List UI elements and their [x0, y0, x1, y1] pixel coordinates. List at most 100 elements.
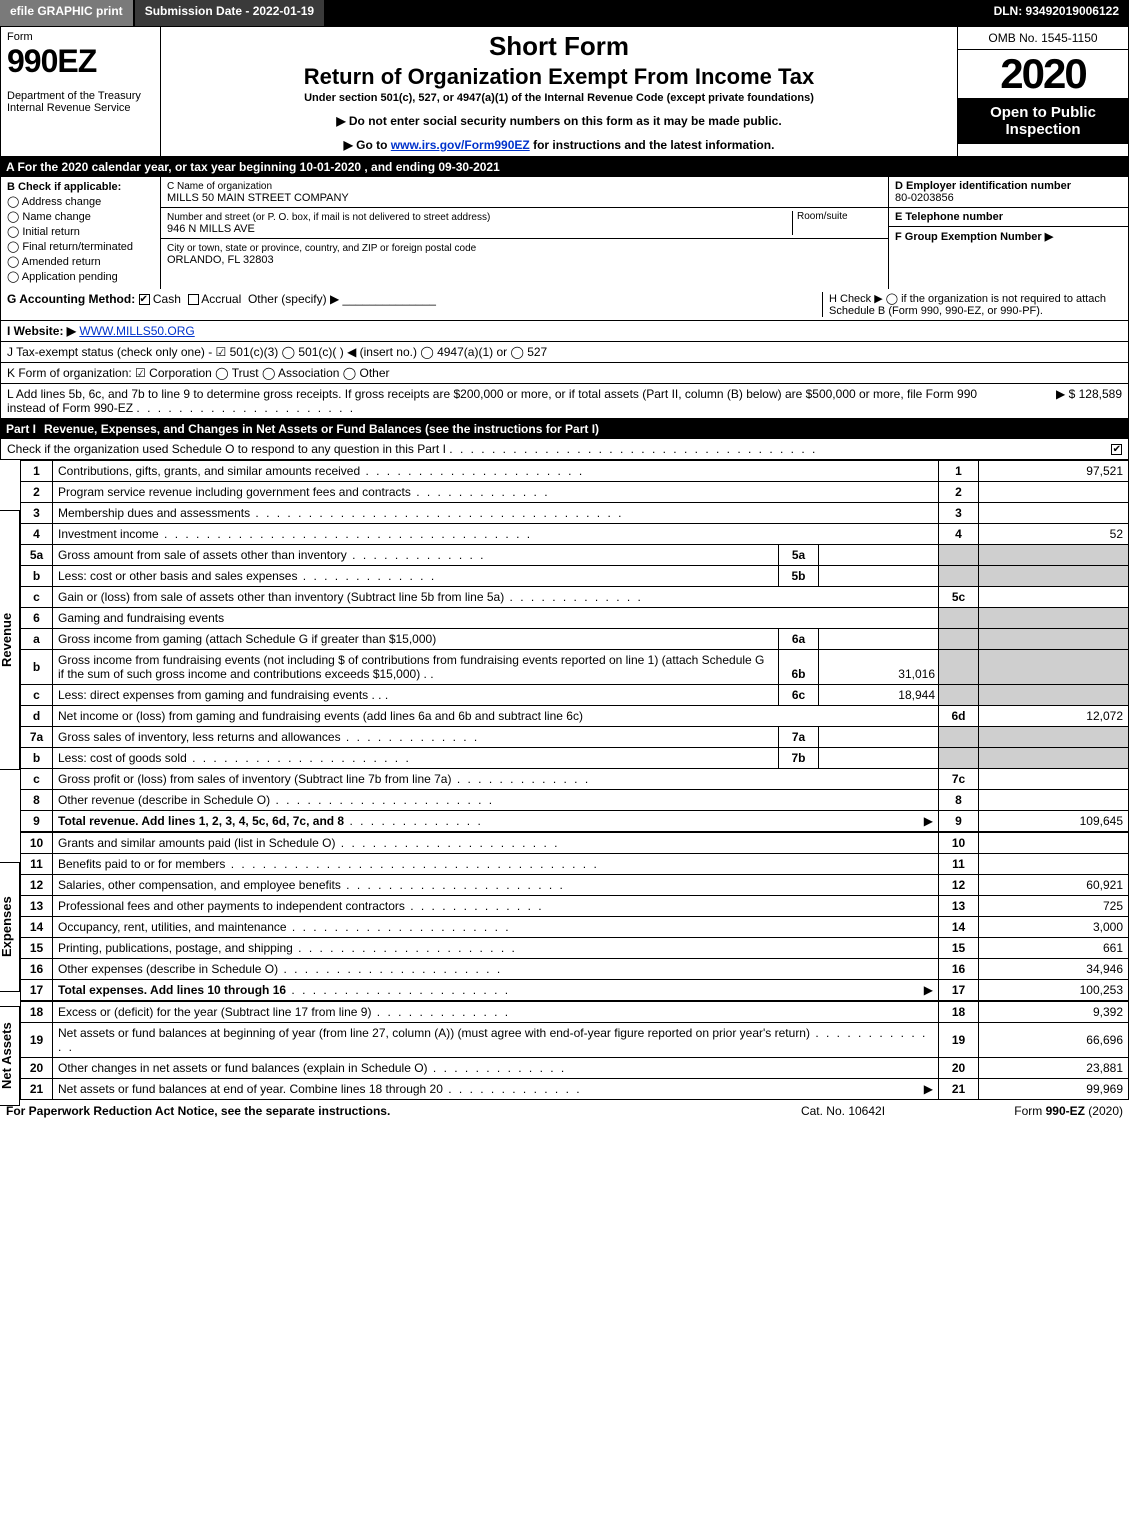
l19-text: Net assets or fund balances at beginning…	[53, 1023, 939, 1058]
goto-text: ▶ Go to www.irs.gov/Form990EZ for instru…	[169, 138, 949, 152]
l-text: L Add lines 5b, 6c, and 7b to line 9 to …	[7, 387, 1002, 415]
right-box: OMB No. 1545-1150 2020 Open to Public In…	[958, 27, 1128, 156]
l18-amt: 9,392	[979, 1002, 1129, 1023]
form-header: Form 990EZ Department of the Treasury In…	[0, 26, 1129, 157]
efile-print-button[interactable]: efile GRAPHIC print	[0, 0, 135, 26]
l14-num: 14	[21, 917, 53, 938]
part1-header: Part I Revenue, Expenses, and Changes in…	[0, 419, 1129, 439]
dln-label: DLN: 93492019006122	[984, 0, 1129, 26]
l7a-num: 7a	[21, 727, 53, 748]
row-k: K Form of organization: ☑ Corporation ◯ …	[0, 363, 1129, 384]
l1-rn: 1	[939, 461, 979, 482]
f-label: F Group Exemption Number ▶	[895, 231, 1053, 243]
footer-mid: Cat. No. 10642I	[743, 1104, 943, 1118]
l5a-shade2	[979, 545, 1129, 566]
l6c-samt: 18,944	[818, 685, 938, 705]
chk-initial-return[interactable]: ◯ Initial return	[7, 225, 154, 238]
l6-text: Gaming and fundraising events	[53, 608, 939, 629]
under-section-text: Under section 501(c), 527, or 4947(a)(1)…	[169, 92, 949, 104]
chk-application-pending[interactable]: ◯ Application pending	[7, 270, 154, 283]
l5a-sn: 5a	[778, 545, 818, 565]
col-def: D Employer identification number 80-0203…	[888, 177, 1128, 289]
l-amount: ▶ $ 128,589	[1002, 387, 1122, 415]
l12-num: 12	[21, 875, 53, 896]
website-link[interactable]: WWW.MILLS50.ORG	[79, 324, 194, 338]
l20-text: Other changes in net assets or fund bala…	[53, 1058, 939, 1079]
chk-schedule-o[interactable]	[1111, 444, 1122, 455]
l5b-sn: 5b	[778, 566, 818, 586]
l9-text: Total revenue. Add lines 1, 2, 3, 4, 5c,…	[53, 811, 939, 832]
l21-rn: 21	[939, 1079, 979, 1100]
l3-num: 3	[21, 503, 53, 524]
l9-rn: 9	[939, 811, 979, 832]
col-c: C Name of organization MILLS 50 MAIN STR…	[161, 177, 888, 289]
l15-amt: 661	[979, 938, 1129, 959]
l19-rn: 19	[939, 1023, 979, 1058]
l1-text: Contributions, gifts, grants, and simila…	[53, 461, 939, 482]
no-ssn-text: ▶ Do not enter social security numbers o…	[169, 114, 949, 128]
l5a-cell: Gross amount from sale of assets other t…	[53, 545, 939, 566]
part1-num: Part I	[6, 422, 44, 436]
expenses-table: 10Grants and similar amounts paid (list …	[20, 832, 1129, 1001]
dept-label: Department of the Treasury Internal Reve…	[7, 90, 154, 114]
chk-address-change[interactable]: ◯ Address change	[7, 195, 154, 208]
l6d-amt: 12,072	[979, 706, 1129, 727]
l5b-num: b	[21, 566, 53, 587]
l6-shade2	[979, 608, 1129, 629]
l7b-sn: 7b	[778, 748, 818, 768]
l6c-cell: Less: direct expenses from gaming and fu…	[53, 685, 939, 706]
l19-amt: 66,696	[979, 1023, 1129, 1058]
l5c-rn: 5c	[939, 587, 979, 608]
col-b: B Check if applicable: ◯ Address change …	[1, 177, 161, 289]
l15-text: Printing, publications, postage, and shi…	[53, 938, 939, 959]
chk-accrual[interactable]	[188, 294, 199, 305]
chk-name-change[interactable]: ◯ Name change	[7, 210, 154, 223]
l6-num: 6	[21, 608, 53, 629]
l10-amt	[979, 833, 1129, 854]
l6a-shade2	[979, 629, 1129, 650]
l21-arrow-icon: ▶	[924, 1082, 933, 1096]
l21-text: Net assets or fund balances at end of ye…	[53, 1079, 939, 1100]
l6b-sn: 6b	[778, 650, 818, 684]
l6c-shade1	[939, 685, 979, 706]
l4-amt: 52	[979, 524, 1129, 545]
chk-cash[interactable]	[139, 294, 150, 305]
l2-amt	[979, 482, 1129, 503]
l6b-samt: 31,016	[818, 650, 938, 684]
l12-text: Salaries, other compensation, and employ…	[53, 875, 939, 896]
l7b-shade1	[939, 748, 979, 769]
cell-ein: D Employer identification number 80-0203…	[889, 177, 1128, 208]
l21-amt: 99,969	[979, 1079, 1129, 1100]
l6d-rn: 6d	[939, 706, 979, 727]
l6a-sn: 6a	[778, 629, 818, 649]
short-form-title: Short Form	[169, 31, 949, 62]
irs-link[interactable]: www.irs.gov/Form990EZ	[391, 138, 530, 152]
part1-title: Revenue, Expenses, and Changes in Net As…	[44, 422, 1123, 436]
l6a-num: a	[21, 629, 53, 650]
org-name: MILLS 50 MAIN STREET COMPANY	[167, 192, 349, 204]
l7c-num: c	[21, 769, 53, 790]
l9-arrow-icon: ▶	[924, 814, 933, 828]
l6c-num: c	[21, 685, 53, 706]
chk-final-return[interactable]: ◯ Final return/terminated	[7, 240, 154, 253]
l5c-text: Gain or (loss) from sale of assets other…	[53, 587, 939, 608]
l6b-shade2	[979, 650, 1129, 685]
l6a-shade1	[939, 629, 979, 650]
submission-date-button[interactable]: Submission Date - 2022-01-19	[135, 0, 326, 26]
l1-num: 1	[21, 461, 53, 482]
l6c-shade2	[979, 685, 1129, 706]
l6b-num: b	[21, 650, 53, 685]
form-number: 990EZ	[7, 43, 154, 80]
l13-rn: 13	[939, 896, 979, 917]
l8-text: Other revenue (describe in Schedule O)	[53, 790, 939, 811]
chk-amended-return[interactable]: ◯ Amended return	[7, 255, 154, 268]
l6c-sn: 6c	[778, 685, 818, 705]
city-label: City or town, state or province, country…	[167, 243, 476, 254]
l8-rn: 8	[939, 790, 979, 811]
open-to-public: Open to Public Inspection	[958, 98, 1128, 144]
expenses-section: Expenses 10Grants and similar amounts pa…	[0, 832, 1129, 1001]
return-title: Return of Organization Exempt From Incom…	[169, 64, 949, 90]
top-bar: efile GRAPHIC print Submission Date - 20…	[0, 0, 1129, 26]
l13-amt: 725	[979, 896, 1129, 917]
l12-amt: 60,921	[979, 875, 1129, 896]
